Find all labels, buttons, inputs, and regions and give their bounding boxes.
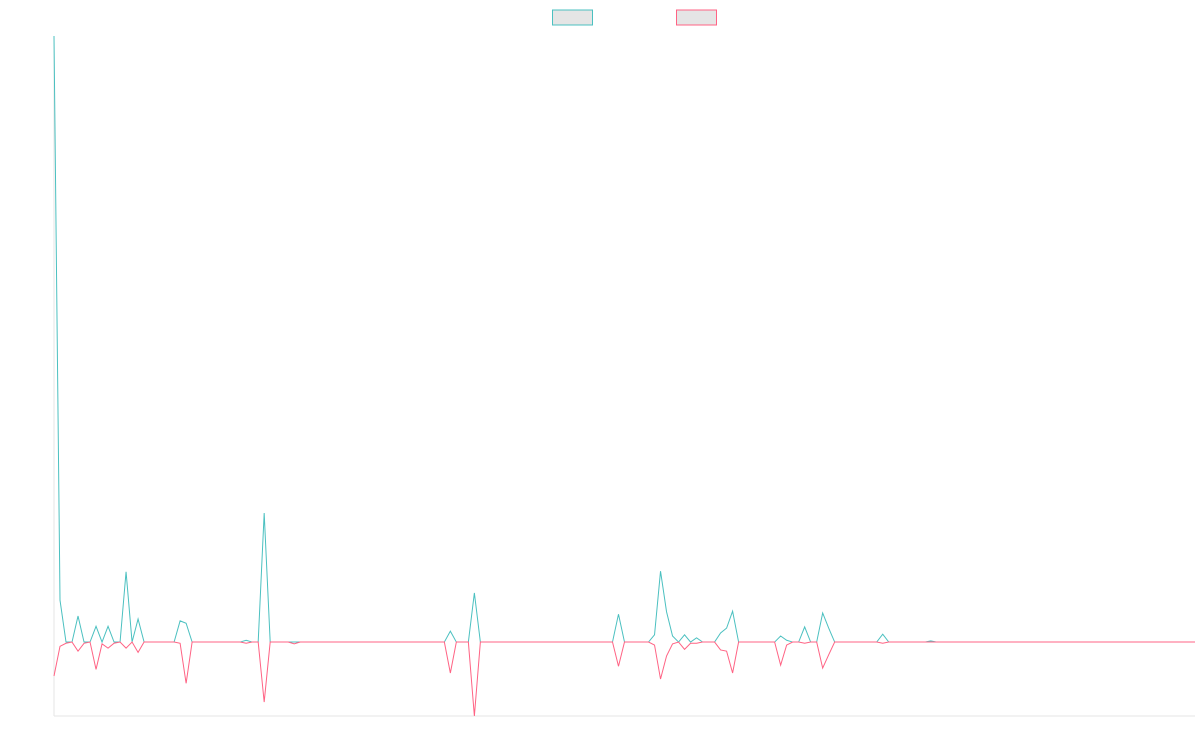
series-line (53, 641, 1195, 717)
legend-swatch (676, 9, 717, 26)
series-line (53, 35, 1195, 644)
legend-swatch (552, 9, 593, 26)
